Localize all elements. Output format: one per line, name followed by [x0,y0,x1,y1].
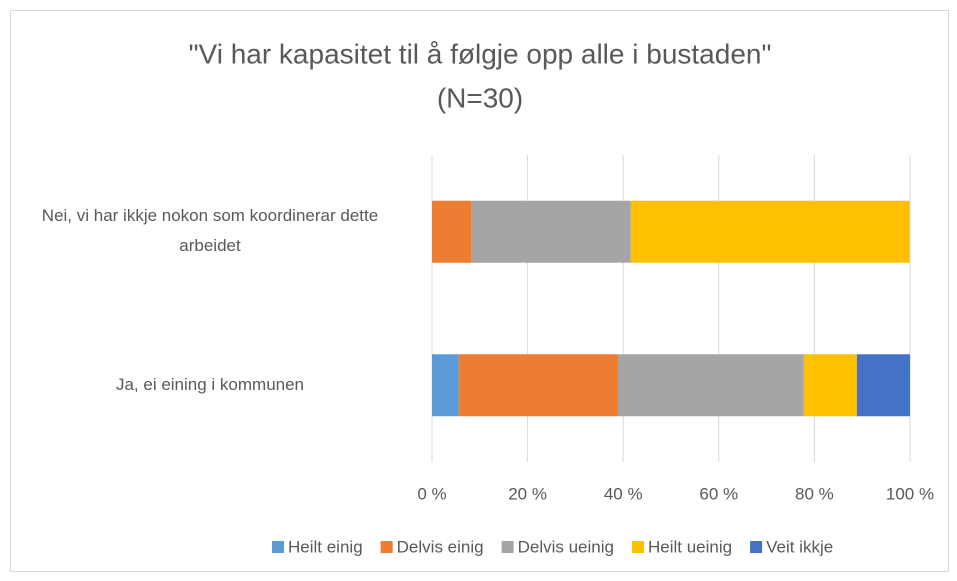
bar-segment [617,354,804,417]
legend-swatch [501,541,514,553]
y-tick-label: Ja, ei eining i kommunen [115,375,305,394]
legend-label: Heilt einig [288,537,363,556]
chart-subtitle: (N=30) [437,82,523,113]
x-tick-label: 80 % [795,484,834,503]
bar-segment [471,200,631,263]
bar-segment [432,354,459,417]
x-tick-label: 0 % [417,484,446,503]
legend-swatch [272,541,284,553]
y-tick-label: Nei, vi har ikkje nokon som koordinerar … [41,206,379,255]
bar-segment [803,354,857,417]
legend-label: Delvis einig [397,537,484,556]
x-tick-label: 20 % [508,484,547,503]
legend-label: Heilt ueinig [648,537,732,556]
x-tick-label: 40 % [604,484,643,503]
bar-segment [458,354,618,417]
bar-segment [630,200,910,263]
legend-label: Delvis ueinig [518,537,614,556]
x-tick-label: 100 % [886,484,934,503]
chart-border [10,10,949,572]
legend-swatch [750,541,763,553]
bar-segment [432,200,472,263]
legend-label: Veit ikkje [766,537,833,556]
chart-title: "Vi har kapasitet til å følgje opp alle … [189,38,772,69]
x-tick-label: 60 % [699,484,738,503]
bar-segment [856,354,910,417]
legend-swatch [380,541,393,553]
legend-swatch [631,541,644,553]
